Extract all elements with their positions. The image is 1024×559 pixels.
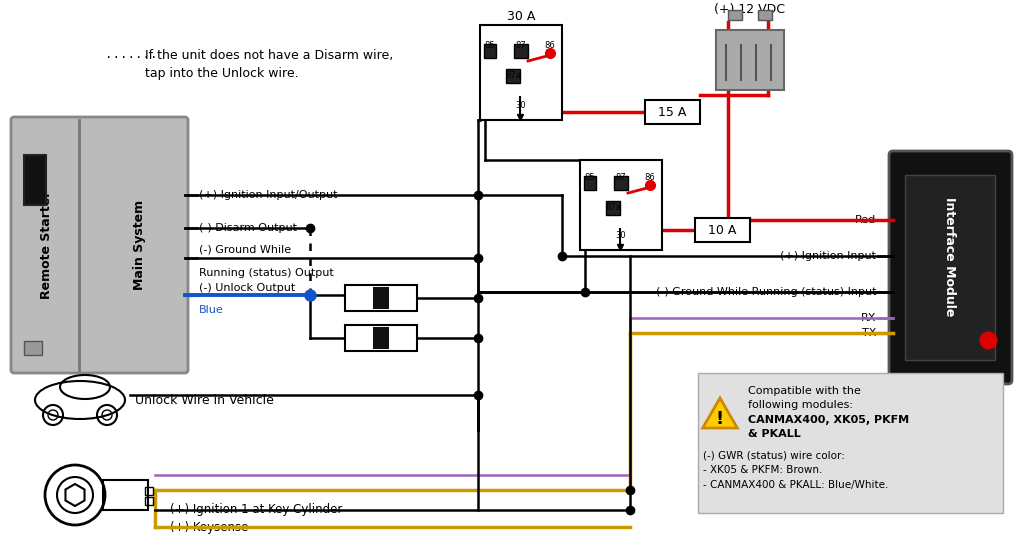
Text: Blue: Blue [199, 305, 224, 315]
Bar [728, 10, 742, 20]
Bar [145, 487, 153, 495]
Text: (+) Ignition 1 at Key Cylinder: (+) Ignition 1 at Key Cylinder [170, 504, 342, 517]
Text: Compatible with the: Compatible with the [748, 386, 861, 396]
Text: Remote Starter: Remote Starter [41, 191, 53, 299]
Bar [614, 176, 628, 190]
Text: Interface Module: Interface Module [943, 197, 956, 317]
Text: 30 A: 30 A [507, 11, 536, 23]
Text: Violet/White: Violet/White [911, 313, 979, 323]
Text: (+) Ignition Input: (+) Ignition Input [780, 251, 876, 261]
Bar [698, 373, 1002, 513]
Text: 10 A: 10 A [708, 224, 736, 236]
Text: 86: 86 [545, 40, 555, 50]
Text: (-) GWR (status) wire color:: (-) GWR (status) wire color: [703, 450, 845, 460]
FancyBboxPatch shape [889, 151, 1012, 384]
Bar [758, 10, 772, 20]
Text: 87a: 87a [505, 70, 521, 79]
Text: (+) Keysense: (+) Keysense [170, 520, 249, 533]
Bar [506, 69, 520, 83]
Bar [24, 341, 42, 355]
Text: Yellow/Black: Yellow/Black [911, 328, 979, 338]
Text: Red: Red [855, 215, 876, 225]
Bar [905, 175, 995, 360]
Text: (+) 12 VDC: (+) 12 VDC [715, 3, 785, 17]
Bar [373, 327, 389, 349]
Bar [345, 325, 417, 351]
Text: tap into the Unlock wire.: tap into the Unlock wire. [145, 67, 299, 79]
Text: If the unit does not have a Disarm wire,: If the unit does not have a Disarm wire, [145, 49, 393, 61]
Text: (-) Ground While Running (status) Input: (-) Ground While Running (status) Input [655, 287, 876, 297]
Text: 30: 30 [516, 101, 526, 110]
Bar [345, 285, 417, 311]
Text: following modules:: following modules: [748, 400, 853, 410]
Bar [484, 44, 496, 58]
Text: - CANMAX400 & PKALL: Blue/White.: - CANMAX400 & PKALL: Blue/White. [703, 480, 889, 490]
Text: (-) Disarm Output: (-) Disarm Output [199, 223, 297, 233]
Text: Main System: Main System [132, 200, 145, 290]
Text: (-) Ground While: (-) Ground While [199, 244, 291, 254]
Text: 85: 85 [484, 40, 496, 50]
Bar [606, 201, 620, 215]
Text: RX: RX [860, 313, 876, 323]
Bar [373, 287, 389, 309]
Text: TX: TX [861, 328, 876, 338]
Text: !: ! [716, 410, 724, 428]
Text: 87: 87 [615, 173, 627, 182]
Bar [24, 155, 46, 205]
Text: - XK05 & PKFM: Brown.: - XK05 & PKFM: Brown. [703, 465, 822, 475]
Text: Unlock Wire in Vehicle: Unlock Wire in Vehicle [135, 394, 273, 406]
Text: CANMAX400, XK05, PKFM: CANMAX400, XK05, PKFM [748, 415, 909, 425]
Bar [695, 218, 750, 242]
Bar [716, 30, 784, 90]
Bar [580, 160, 662, 250]
Text: Running (status) Output: Running (status) Output [199, 268, 334, 278]
Text: 30: 30 [615, 230, 627, 239]
Text: 87: 87 [516, 40, 526, 50]
Bar [584, 176, 596, 190]
Bar [514, 44, 528, 58]
Bar [103, 480, 148, 510]
Text: 86: 86 [645, 173, 655, 182]
Text: .......: ....... [105, 49, 165, 61]
Text: 15 A: 15 A [657, 106, 686, 119]
Bar [645, 100, 700, 124]
Bar [480, 25, 562, 120]
Text: & PKALL: & PKALL [748, 429, 801, 439]
Text: (-) Unlock Output: (-) Unlock Output [199, 283, 295, 293]
Text: (+) Ignition Input/Output: (+) Ignition Input/Output [199, 190, 338, 200]
Bar [145, 497, 153, 505]
Text: 87a: 87a [605, 202, 621, 211]
FancyBboxPatch shape [11, 117, 188, 373]
Text: 85: 85 [585, 173, 595, 182]
